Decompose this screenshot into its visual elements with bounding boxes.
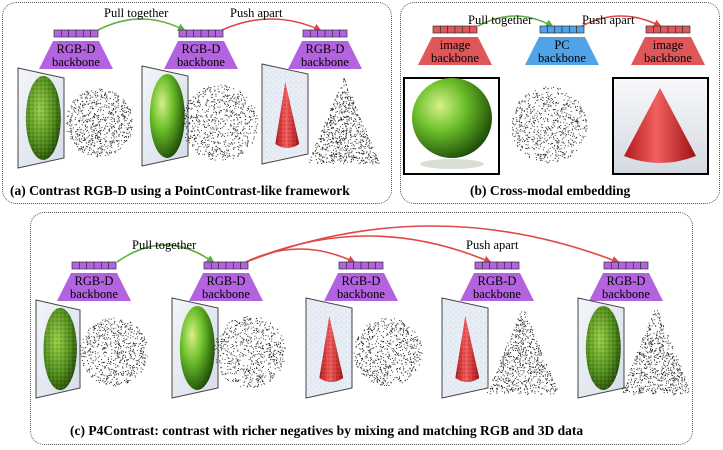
- panel-a-backbone-2-label-line1: RGB-D: [181, 42, 221, 56]
- panel-a-image-1: [17, 67, 65, 169]
- panel-c-image-3: [305, 297, 353, 399]
- panel-b-backbone-1: [418, 25, 492, 65]
- panel-a-backbone-3: [288, 29, 362, 69]
- panel-b: [400, 2, 720, 204]
- panel-a-image-3: [261, 63, 309, 165]
- panel-c-image-5: [577, 297, 625, 399]
- panel-c-backbone-4-label-line2: backbone: [473, 287, 521, 301]
- panel-a-backbone-1: [39, 29, 113, 69]
- panel-c-backbone-3-label-line2: backbone: [337, 287, 385, 301]
- panel-c-pull-arrow: [116, 244, 215, 264]
- panel-a-pull-label: Pull together: [104, 6, 169, 20]
- panel-a-image-2: [141, 65, 189, 167]
- panel-c-backbone-2-label-line2: backbone: [202, 287, 250, 301]
- panel-a-backbone-2: [164, 29, 238, 69]
- panel-c-backbone-1-label-line2: backbone: [70, 287, 118, 301]
- caption-a: (a) Contrast RGB-D using a PointContrast…: [10, 183, 350, 198]
- panel-a-pointcloud-3: [309, 77, 380, 165]
- panel-a-pointcloud-1: [66, 88, 133, 158]
- panel-c-pointcloud-1: [79, 317, 148, 387]
- panel-c: [30, 212, 693, 445]
- panel-c-pointcloud-2: [213, 315, 286, 389]
- panel-b-backbone-3-label-line1: image: [652, 38, 684, 52]
- panel-c-push-label: Push apart: [466, 238, 519, 252]
- panel-a: [2, 2, 392, 204]
- panel-c-backbone-1: [57, 261, 131, 301]
- panel-c-image-2: [171, 297, 219, 399]
- panel-b-backbone-1-label-line1: image: [439, 38, 471, 52]
- panel-b-backbone-1-label-line2: backbone: [431, 51, 479, 65]
- panel-c-pull-label: Pull together: [132, 238, 197, 252]
- panel-b-push-arrow: [581, 15, 662, 27]
- panel-b-push-label: Push apart: [582, 13, 635, 27]
- panel-a-push-arrow: [221, 18, 322, 32]
- caption-b: (b) Cross-modal embedding: [470, 183, 631, 198]
- panel-c-backbone-5-label-line1: RGB-D: [606, 274, 646, 288]
- panel-c-image-4: [441, 297, 489, 399]
- panel-c-backbone-2: [189, 261, 263, 301]
- panel-b-backbone-2: [525, 25, 599, 65]
- panel-b-image-cone: [612, 77, 709, 175]
- panel-c-image-1: [35, 299, 81, 399]
- panel-c-backbone-5: [589, 261, 663, 301]
- panel-c-pointcloud-4: [486, 311, 558, 396]
- panel-c-backbone-2-label-line1: RGB-D: [206, 274, 246, 288]
- panel-c-backbone-1-label-line1: RGB-D: [74, 274, 114, 288]
- panel-c-backbone-3: [324, 261, 398, 301]
- panel-a-backbone-1-label-line2: backbone: [52, 55, 100, 69]
- panel-c-backbone-4-label-line1: RGB-D: [477, 274, 517, 288]
- panel-b-pull-arrow: [477, 15, 554, 27]
- panel-c-pointcloud-5: [622, 310, 690, 396]
- caption-c: (c) P4Contrast: contrast with richer neg…: [70, 423, 584, 438]
- panel-b-pointcloud: [511, 86, 588, 164]
- panel-a-pointcloud-2: [182, 84, 259, 161]
- panel-b-backbone-3: [631, 25, 705, 65]
- panel-b-backbone-2-label-line2: backbone: [538, 51, 586, 65]
- panel-c-push-arrow-3: [245, 225, 620, 264]
- panel-b-image-sphere: [403, 77, 500, 175]
- panel-c-backbone-5-label-line2: backbone: [602, 287, 650, 301]
- panel-a-backbone-1-label-line1: RGB-D: [56, 42, 96, 56]
- panel-c-pointcloud-3: [353, 318, 423, 387]
- panel-a-backbone-3-label-line1: RGB-D: [305, 42, 345, 56]
- panel-c-backbone-4: [460, 261, 534, 301]
- panel-b-pull-label: Pull together: [468, 13, 533, 27]
- panel-a-backbone-3-label-line2: backbone: [301, 55, 349, 69]
- panel-a-backbone-2-label-line2: backbone: [177, 55, 225, 69]
- panel-c-backbone-3-label-line1: RGB-D: [341, 274, 381, 288]
- panel-a-pull-arrow: [97, 18, 186, 31]
- panel-b-backbone-3-label-line2: backbone: [644, 51, 692, 65]
- panel-a-push-label: Push apart: [230, 6, 283, 20]
- panel-b-backbone-2-label-line1: PC: [554, 38, 570, 52]
